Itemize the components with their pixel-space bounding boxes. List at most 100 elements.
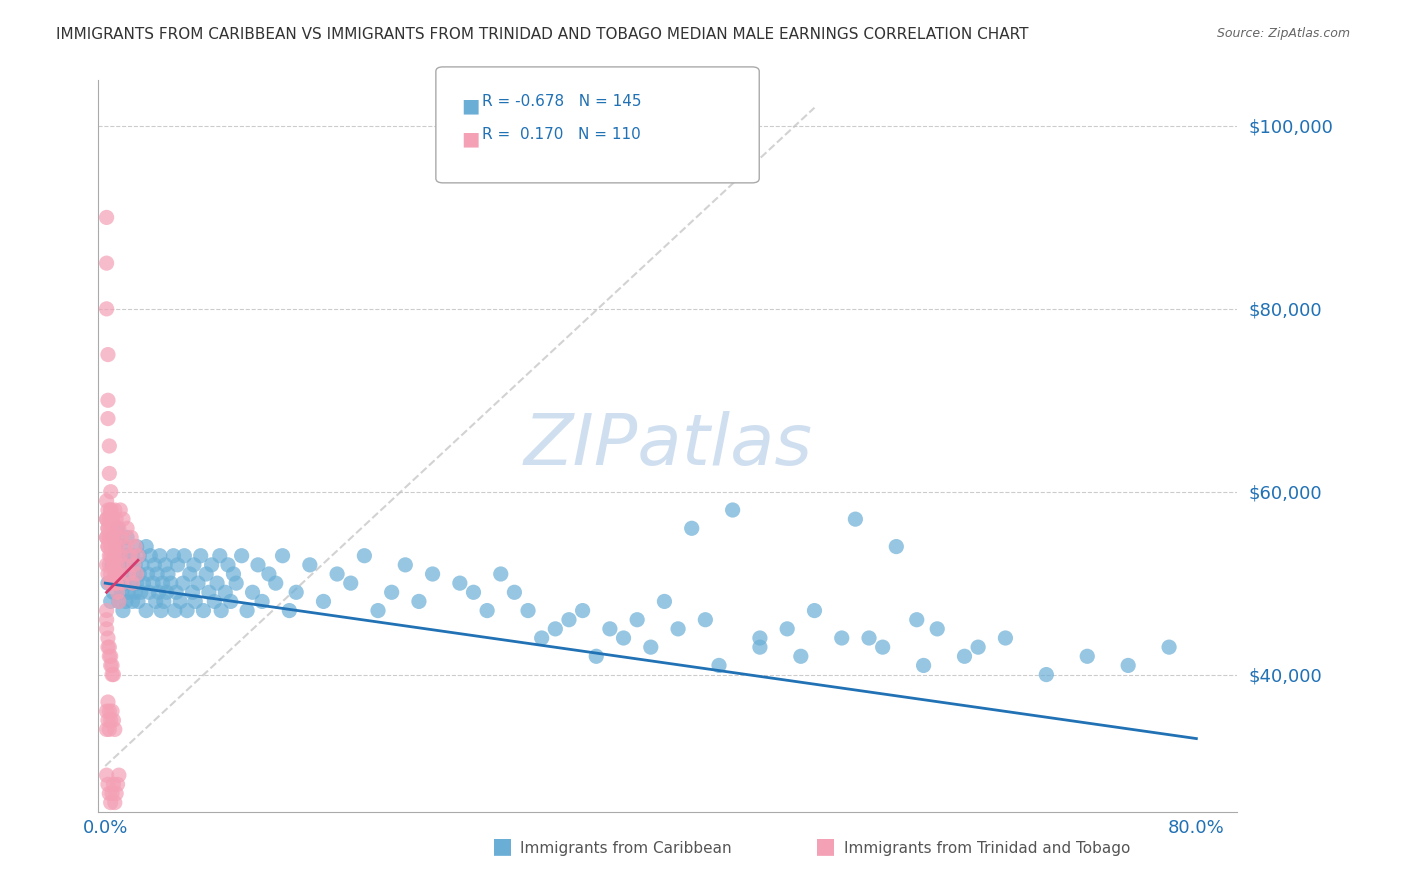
Point bbox=[503, 585, 526, 599]
Text: ■: ■ bbox=[461, 96, 479, 115]
Point bbox=[114, 540, 136, 554]
Point bbox=[97, 695, 120, 709]
Point bbox=[721, 503, 744, 517]
Point bbox=[150, 603, 173, 617]
Point bbox=[872, 640, 894, 655]
Point bbox=[103, 530, 125, 544]
Point bbox=[101, 704, 124, 718]
Point bbox=[994, 631, 1017, 645]
Point bbox=[107, 521, 129, 535]
Point bbox=[135, 540, 157, 554]
Point bbox=[100, 549, 122, 563]
Point bbox=[112, 558, 135, 572]
Point bbox=[100, 658, 122, 673]
Point bbox=[98, 530, 121, 544]
Point bbox=[166, 558, 188, 572]
Point bbox=[96, 704, 118, 718]
Point bbox=[100, 796, 122, 810]
Point bbox=[124, 585, 146, 599]
Point bbox=[124, 540, 146, 554]
Point bbox=[100, 540, 122, 554]
Point bbox=[1116, 658, 1139, 673]
Point bbox=[127, 594, 149, 608]
Point bbox=[104, 723, 127, 737]
Point bbox=[1076, 649, 1098, 664]
Point bbox=[120, 530, 142, 544]
Point bbox=[156, 567, 179, 582]
Point bbox=[136, 567, 159, 582]
Point bbox=[707, 658, 730, 673]
Point bbox=[98, 704, 121, 718]
Point bbox=[96, 512, 118, 526]
Point bbox=[489, 567, 512, 582]
Point bbox=[107, 576, 129, 591]
Point bbox=[146, 567, 169, 582]
Point bbox=[107, 777, 129, 791]
Point bbox=[97, 540, 120, 554]
Point bbox=[131, 558, 153, 572]
Point bbox=[103, 585, 125, 599]
Point bbox=[222, 567, 245, 582]
Point bbox=[127, 549, 149, 563]
Point bbox=[145, 594, 167, 608]
Point bbox=[257, 567, 280, 582]
Point bbox=[449, 576, 471, 591]
Point bbox=[422, 567, 444, 582]
Point bbox=[184, 594, 207, 608]
Point bbox=[98, 640, 121, 655]
Point bbox=[115, 567, 138, 582]
Point bbox=[100, 594, 122, 608]
Point bbox=[98, 467, 121, 481]
Point bbox=[654, 594, 676, 608]
Point bbox=[159, 576, 181, 591]
Point bbox=[100, 503, 122, 517]
Point bbox=[927, 622, 949, 636]
Point bbox=[103, 558, 125, 572]
Point bbox=[905, 613, 928, 627]
Point bbox=[125, 576, 148, 591]
Point bbox=[125, 540, 148, 554]
Point bbox=[353, 549, 375, 563]
Point bbox=[105, 567, 128, 582]
Point bbox=[108, 558, 131, 572]
Point bbox=[408, 594, 430, 608]
Point bbox=[394, 558, 416, 572]
Point bbox=[120, 576, 142, 591]
Point bbox=[544, 622, 567, 636]
Point bbox=[100, 484, 122, 499]
Point bbox=[97, 503, 120, 517]
Point bbox=[381, 585, 404, 599]
Point bbox=[107, 558, 129, 572]
Point bbox=[202, 594, 225, 608]
Point bbox=[98, 549, 121, 563]
Point bbox=[110, 530, 132, 544]
Point bbox=[209, 603, 232, 617]
Point bbox=[112, 576, 135, 591]
Point bbox=[97, 714, 120, 728]
Point bbox=[205, 576, 228, 591]
Point bbox=[96, 530, 118, 544]
Point bbox=[101, 512, 124, 526]
Text: ■: ■ bbox=[492, 837, 513, 856]
Point bbox=[163, 603, 186, 617]
Point bbox=[803, 603, 825, 617]
Point bbox=[181, 585, 204, 599]
Point bbox=[104, 567, 127, 582]
Point bbox=[103, 667, 125, 681]
Point bbox=[1035, 667, 1057, 681]
Point bbox=[285, 585, 308, 599]
Point bbox=[98, 530, 121, 544]
Text: ■: ■ bbox=[461, 129, 479, 148]
Point bbox=[114, 594, 136, 608]
Point bbox=[97, 640, 120, 655]
Point bbox=[110, 549, 132, 563]
Point bbox=[153, 594, 176, 608]
Point bbox=[121, 576, 143, 591]
Point bbox=[125, 567, 148, 582]
Point bbox=[517, 603, 540, 617]
Point bbox=[463, 585, 485, 599]
Point bbox=[271, 549, 294, 563]
Point bbox=[122, 558, 145, 572]
Point bbox=[111, 603, 134, 617]
Point bbox=[101, 530, 124, 544]
